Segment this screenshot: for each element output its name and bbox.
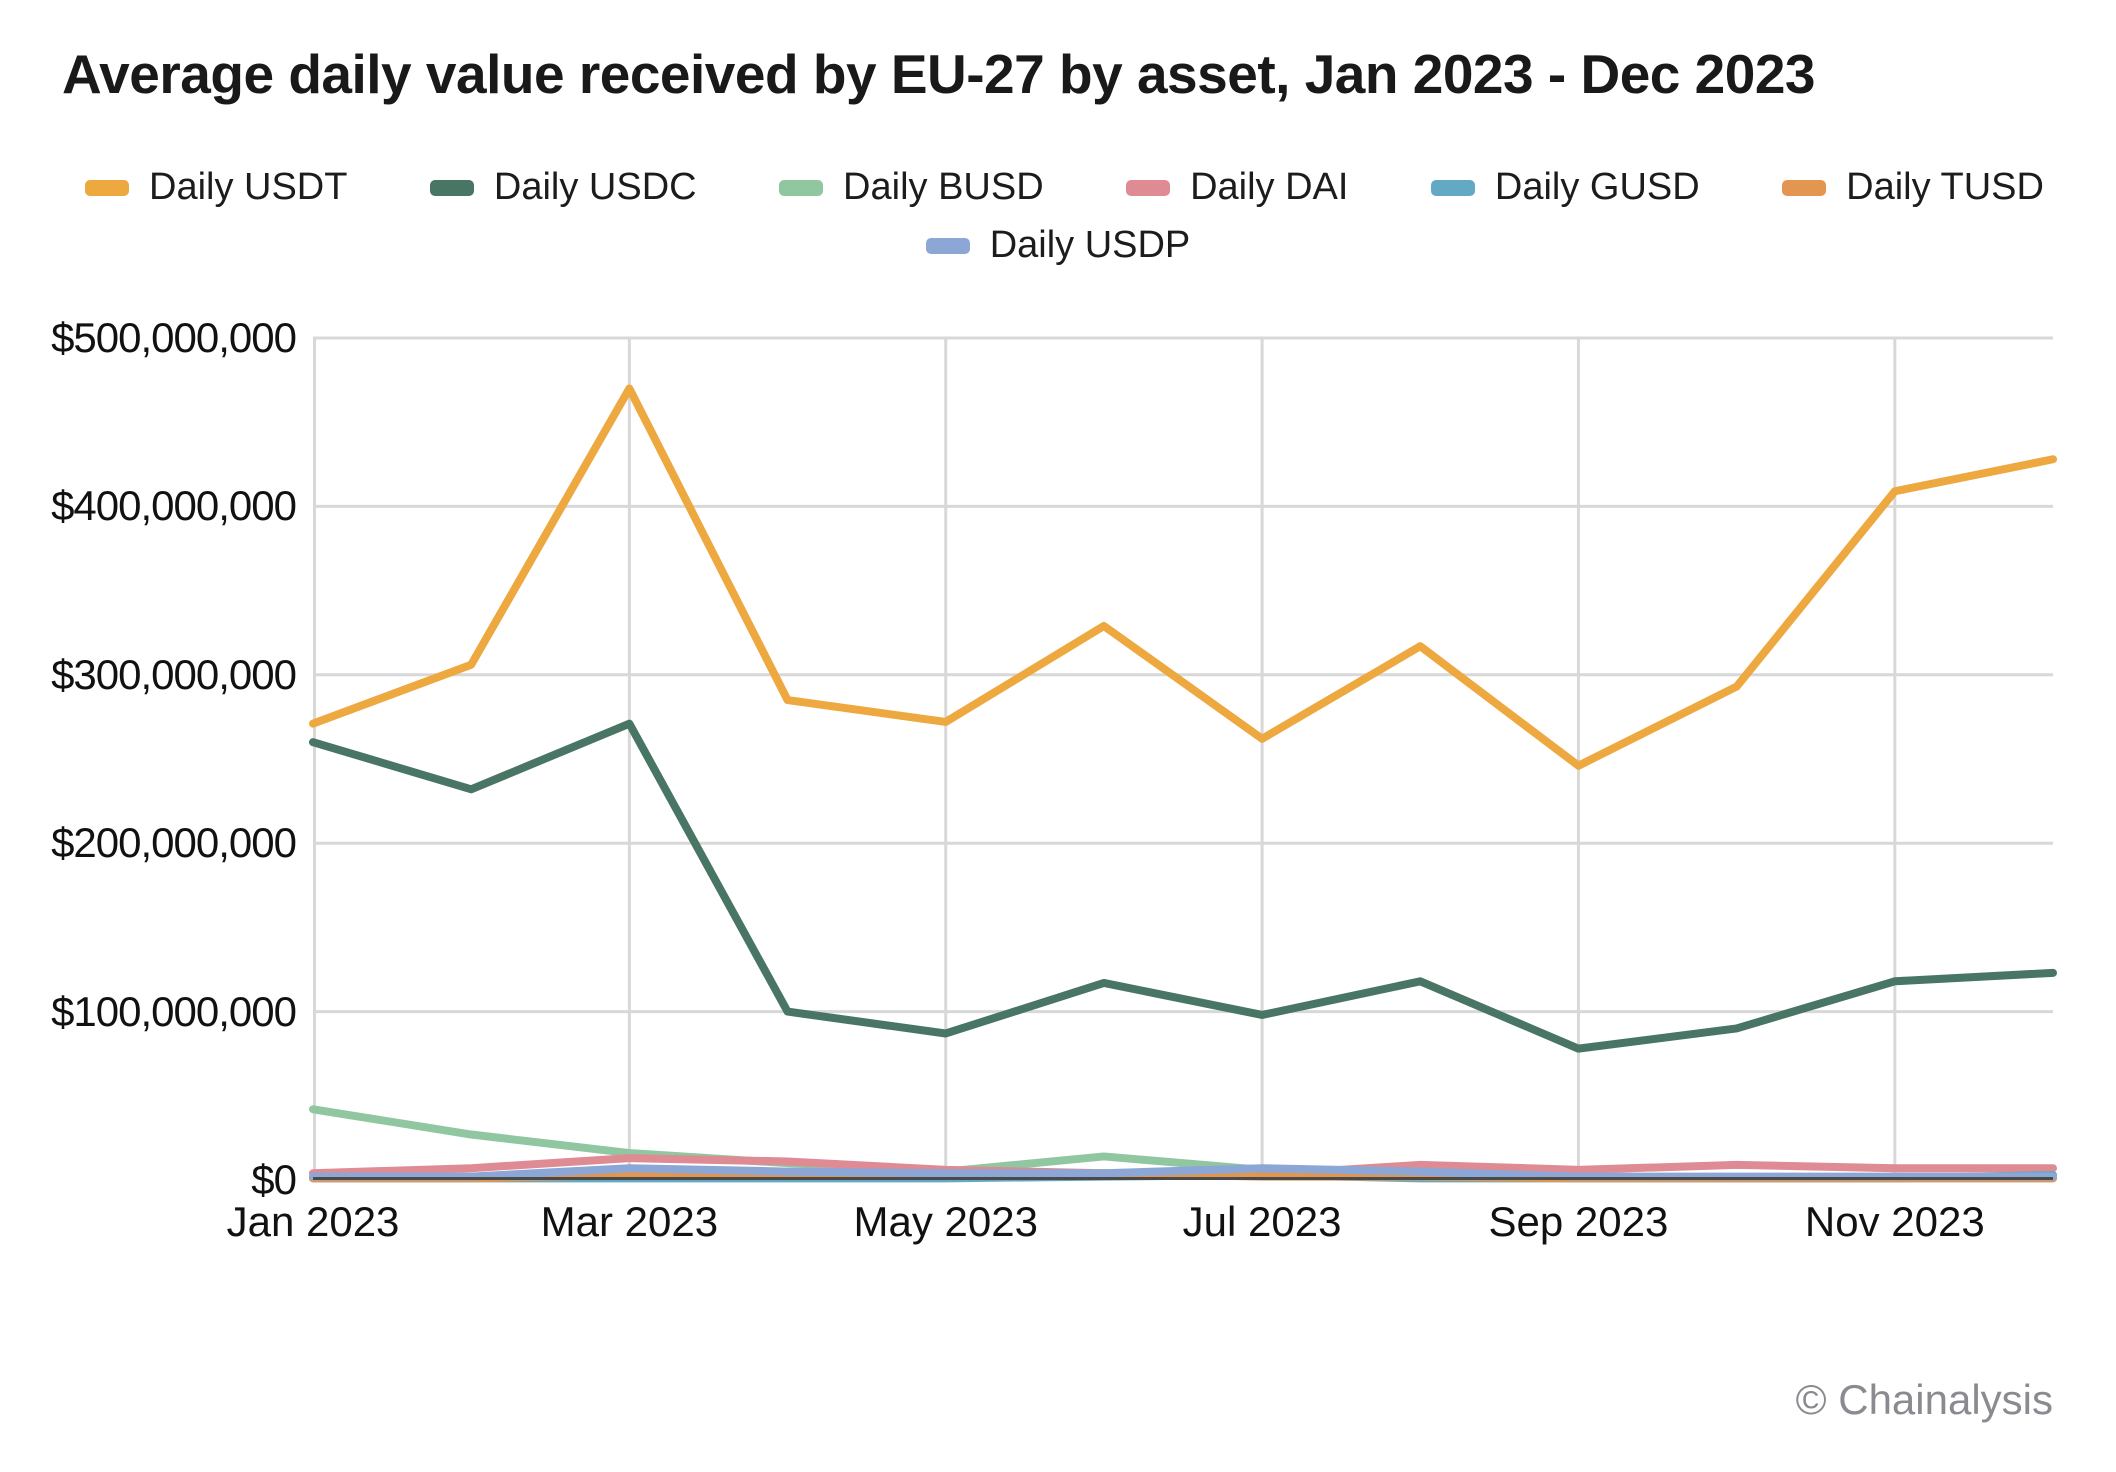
legend-label: Daily USDP xyxy=(989,224,1191,266)
legend-item-daily-dai: Daily DAI xyxy=(1126,166,1348,209)
legend-item-daily-gusd: Daily GUSD xyxy=(1430,166,1700,209)
y-tick-label: $500,000,000 xyxy=(51,314,297,361)
legend-swatch xyxy=(429,179,474,196)
watermark: © Chainalysis xyxy=(1795,1376,2053,1423)
y-tick-label: $300,000,000 xyxy=(51,650,297,698)
legend-label: Daily GUSD xyxy=(1494,166,1700,208)
y-tick-label: $0 xyxy=(251,1156,297,1203)
legend-label: Daily USDT xyxy=(149,166,348,208)
legend-swatch xyxy=(925,237,970,254)
x-tick-label: Jan 2023 xyxy=(226,1198,400,1245)
x-tick-label: Mar 2023 xyxy=(540,1198,719,1245)
x-tick-label: Jul 2023 xyxy=(1182,1198,1342,1245)
series-line-daily-usdp xyxy=(309,1164,2057,1181)
x-tick-label: Nov 2023 xyxy=(1804,1198,1985,1245)
legend-label: Daily BUSD xyxy=(843,166,1044,208)
legend-item-daily-usdp: Daily USDP xyxy=(925,224,1191,267)
legend-item-daily-usdc: Daily USDC xyxy=(429,166,697,209)
series-line-daily-usdt xyxy=(309,384,2057,770)
x-tick-label: May 2023 xyxy=(853,1198,1038,1245)
series-line-daily-usdc xyxy=(309,719,2057,1053)
chart-title: Average daily value received by EU-27 by… xyxy=(62,43,1816,105)
legend-label: Daily USDC xyxy=(493,166,697,208)
legend-swatch xyxy=(85,179,129,196)
legend-swatch xyxy=(1126,179,1171,196)
legend-item-daily-usdt: Daily USDT xyxy=(85,166,347,209)
legend-row-2: Daily USDP xyxy=(0,224,2116,267)
legend-swatch xyxy=(1430,179,1475,196)
legend-row-1: Daily USDT Daily USDC Daily BUSD Daily DAI D… xyxy=(85,166,2044,209)
line-chart-svg xyxy=(309,336,2057,1183)
y-tick-label: $200,000,000 xyxy=(51,819,297,867)
y-axis-labels: $500,000,000 $400,000,000 $300,000,000 $200… xyxy=(0,0,297,1472)
x-tick-label: Sep 2023 xyxy=(1488,1198,1669,1245)
legend-swatch xyxy=(779,179,824,196)
plot-area xyxy=(309,336,2057,1183)
legend-label: Daily TUSD xyxy=(1846,166,2044,208)
legend-label: Daily DAI xyxy=(1190,166,1349,208)
legend-item-daily-tusd: Daily TUSD xyxy=(1782,166,2044,209)
legend-swatch xyxy=(1782,179,1827,196)
y-tick-label: $100,000,000 xyxy=(51,987,297,1035)
x-axis-labels: Jan 2023 Mar 2023 May 2023 Jul 2023 Sep 2023… xyxy=(227,1198,2053,1258)
legend-item-daily-busd: Daily BUSD xyxy=(779,166,1044,209)
y-tick-label: $400,000,000 xyxy=(51,482,297,530)
